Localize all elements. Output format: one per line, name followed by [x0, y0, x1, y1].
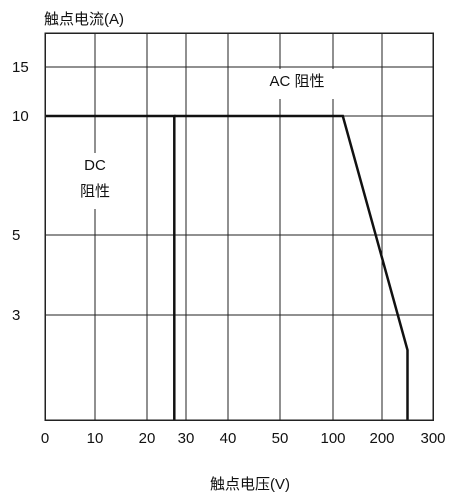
x-tick-label-20: 20: [139, 430, 156, 447]
x-tick-label-30: 30: [178, 430, 195, 447]
x-tick-label-100: 100: [320, 430, 345, 447]
y-axis-title: 触点电流(A): [44, 11, 124, 28]
series-lines: [45, 114, 409, 420]
series-label-bg-0: [75, 153, 115, 209]
series-label-1-line-0: AC 阻性: [269, 73, 324, 90]
tick-labels: 0 10 20 30 40 50 100 200 300 3 5 10 15: [12, 59, 446, 447]
x-tick-label-10: 10: [87, 430, 104, 447]
plot-border: [44, 32, 434, 421]
y-tick-label-15: 15: [12, 59, 29, 76]
series-line-1: [174, 114, 409, 420]
plot-frame: [44, 32, 434, 421]
x-tick-label-300: 300: [420, 430, 445, 447]
x-tick-label-50: 50: [272, 430, 289, 447]
x-tick-label-0: 0: [41, 430, 49, 447]
x-tick-label-200: 200: [369, 430, 394, 447]
series-labels: DC 阻性 AC 阻性: [75, 69, 341, 209]
y-tick-label-10: 10: [12, 108, 29, 125]
series-label-0-line-0: DC: [84, 157, 106, 174]
x-axis-title: 触点电压(V): [210, 476, 290, 493]
series-label-bg-1: [253, 69, 341, 99]
y-tick-label-5: 5: [12, 227, 20, 244]
y-tick-label-3: 3: [12, 307, 20, 324]
x-tick-label-40: 40: [220, 430, 237, 447]
grid: [45, 33, 433, 420]
series-label-0-line-1: 阻性: [80, 183, 110, 200]
